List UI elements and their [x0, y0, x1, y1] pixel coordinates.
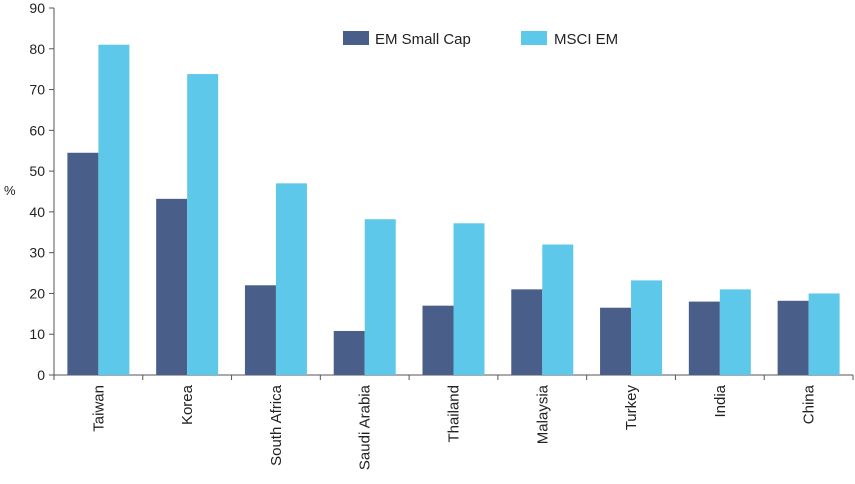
y-tick-label: 20 — [29, 285, 45, 301]
x-tick-labels: Taiwan Korea South Africa Saudi Arabia Thail… — [90, 384, 817, 470]
bars-group — [67, 44, 840, 375]
bar-em-small-cap-india — [688, 301, 720, 375]
y-tick-label: 60 — [29, 122, 45, 138]
y-tick-labels: 0 10 20 30 40 50 60 70 80 90 — [29, 0, 45, 383]
bar-msci-em-china — [808, 293, 840, 375]
bar-em-small-cap-saudi-arabia — [333, 330, 365, 375]
bar-msci-em-thailand — [453, 223, 485, 375]
x-tick-label: Thailand — [446, 385, 463, 443]
legend-swatch — [521, 31, 547, 45]
bar-msci-em-turkey — [631, 280, 663, 375]
y-tick-label: 0 — [37, 367, 45, 383]
bar-em-small-cap-korea — [156, 198, 188, 375]
legend-swatch — [343, 31, 369, 45]
y-tick-label: 30 — [29, 245, 45, 261]
bar-msci-em-korea — [187, 74, 219, 375]
bar-em-small-cap-malaysia — [511, 289, 543, 375]
y-tick-label: 90 — [29, 0, 45, 16]
y-tick-label: 40 — [29, 204, 45, 220]
x-tick-label: India — [712, 384, 729, 417]
bar-msci-em-malaysia — [542, 244, 574, 375]
legend-label: EM Small Cap — [375, 31, 471, 48]
bar-em-small-cap-south-africa — [244, 285, 276, 375]
x-tick-label: Malaysia — [534, 384, 551, 444]
x-tick-label: Taiwan — [90, 385, 107, 432]
bar-msci-em-india — [719, 289, 751, 375]
x-tick-label: South Africa — [268, 384, 285, 466]
x-tick-label: Saudi Arabia — [357, 384, 374, 470]
y-axis-label: % — [4, 183, 16, 198]
bar-msci-em-south-africa — [275, 183, 307, 375]
y-tick-label: 70 — [29, 82, 45, 98]
legend: EM Small Cap MSCI EM — [343, 31, 618, 48]
bar-em-small-cap-turkey — [600, 307, 632, 375]
x-tick-label: China — [801, 384, 818, 424]
x-tick-label: Turkey — [623, 385, 640, 431]
bar-em-small-cap-thailand — [422, 305, 454, 375]
bar-msci-em-saudi-arabia — [364, 219, 396, 375]
y-tick-label: 80 — [29, 41, 45, 57]
y-tick-label: 10 — [29, 326, 45, 342]
y-tick-label: 50 — [29, 163, 45, 179]
bar-em-small-cap-china — [777, 300, 809, 375]
x-tick-label: Korea — [179, 384, 196, 425]
bar-msci-em-taiwan — [98, 44, 130, 375]
bar-em-small-cap-taiwan — [67, 152, 99, 375]
legend-label: MSCI EM — [554, 31, 618, 48]
